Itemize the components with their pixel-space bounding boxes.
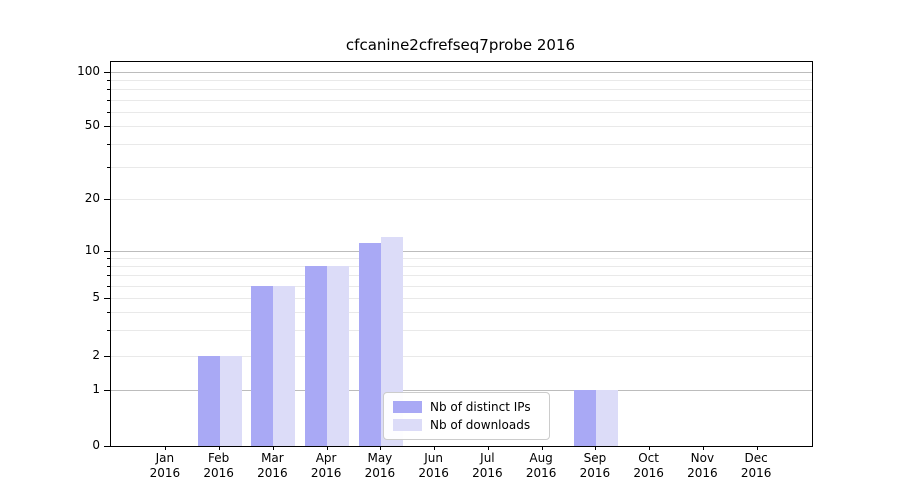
y-minor-tick-3 — [107, 330, 111, 332]
gridline-minor-9 — [111, 257, 812, 259]
legend-swatch-downloads — [393, 419, 422, 431]
y-minor-tick-4 — [107, 312, 111, 314]
bar-downloads-mar-2016 — [273, 285, 296, 446]
x-axis-tick-label-jul: Jul 2016 — [472, 451, 503, 480]
gridline-minor-20 — [111, 199, 812, 200]
gridline-major-100 — [111, 72, 812, 73]
x-tick-nov — [702, 446, 704, 450]
y-axis-labels: 0 1 2 5 10 20 50 100 — [0, 61, 100, 452]
x-tick-aug — [541, 446, 543, 450]
y-axis-tick-label-5: 5 — [92, 290, 100, 304]
gridline-minor-70 — [111, 99, 812, 101]
gridline-minor-90 — [111, 80, 812, 82]
y-tick-10 — [104, 250, 111, 252]
y-minor-tick-60 — [107, 111, 111, 113]
x-axis-tick-label-feb: Feb 2016 — [203, 451, 234, 480]
gridline-minor-40 — [111, 143, 812, 145]
gridline-major-10 — [111, 250, 812, 252]
y-tick-2 — [104, 356, 111, 357]
x-tick-dec — [756, 446, 758, 450]
y-minor-tick-70 — [107, 99, 111, 101]
gridline-minor-8 — [111, 265, 812, 267]
y-tick-0 — [104, 446, 111, 447]
gridline-minor-7 — [111, 274, 812, 276]
x-axis-tick-label-oct: Oct 2016 — [633, 451, 664, 480]
y-minor-tick-80 — [107, 89, 111, 91]
plot-area: Nb of distinct IPs Nb of downloads — [104, 61, 813, 450]
x-axis-tick-label-apr: Apr 2016 — [310, 451, 342, 480]
x-axis-tick-label-jun: Jun 2016 — [418, 451, 449, 480]
x-axis-labels: Jan 2016 Feb 2016 Mar 2016 Apr 2016 May 2016 Jun 20… — [110, 451, 811, 485]
bar-downloads-sep-2016 — [595, 390, 618, 446]
y-axis-tick-label-50: 50 — [84, 118, 100, 132]
x-tick-jun — [434, 446, 436, 450]
y-minor-tick-6 — [107, 285, 111, 287]
legend-swatch-distinct-ips — [393, 401, 422, 413]
y-minor-tick-30 — [107, 166, 111, 168]
x-tick-mar — [272, 446, 274, 450]
legend-label-downloads: Nb of downloads — [430, 418, 531, 432]
x-axis-tick-label-aug: Aug 2016 — [525, 451, 557, 480]
x-axis-tick-label-mar: Mar 2016 — [257, 451, 288, 480]
chart-title: cfcanine2cfrefseq7probe 2016 — [345, 36, 576, 54]
y-tick-20 — [104, 199, 111, 200]
x-tick-feb — [219, 446, 221, 450]
gridline-minor-3 — [111, 330, 812, 332]
gridline-minor-2 — [111, 356, 812, 357]
y-tick-100 — [104, 72, 111, 73]
y-axis-tick-label-2: 2 — [92, 348, 100, 362]
y-tick-5 — [104, 298, 111, 299]
legend: Nb of distinct IPs Nb of downloads — [383, 392, 550, 440]
x-axis-tick-label-may: May 2016 — [364, 451, 396, 480]
gridline-major-1 — [111, 390, 812, 391]
gridline-minor-4 — [111, 312, 812, 314]
x-tick-apr — [326, 446, 328, 450]
bar-distinct-ips-may-2016 — [358, 243, 381, 446]
y-axis-tick-label-20: 20 — [84, 191, 100, 205]
gridline-minor-80 — [111, 89, 812, 91]
x-axis-tick-label-dec: Dec 2016 — [740, 451, 772, 480]
y-tick-1 — [104, 390, 111, 391]
bar-downloads-apr-2016 — [327, 265, 350, 446]
bar-distinct-ips-sep-2016 — [573, 390, 596, 446]
bar-distinct-ips-feb-2016 — [197, 356, 220, 446]
gridline-minor-50 — [111, 126, 812, 127]
y-axis-tick-label-1: 1 — [92, 382, 100, 396]
y-minor-tick-90 — [107, 80, 111, 82]
y-minor-tick-9 — [107, 257, 111, 259]
bar-distinct-ips-apr-2016 — [305, 265, 328, 446]
legend-item-distinct-ips: Nb of distinct IPs — [393, 400, 541, 414]
y-axis-tick-label-100: 100 — [77, 64, 100, 78]
bar-downloads-feb-2016 — [219, 356, 242, 446]
gridline-minor-30 — [111, 166, 812, 168]
x-tick-jul — [487, 446, 489, 450]
x-tick-sep — [595, 446, 597, 450]
x-axis-tick-label-jan: Jan 2016 — [149, 451, 181, 480]
x-tick-jan — [165, 446, 167, 450]
legend-label-distinct-ips: Nb of distinct IPs — [430, 400, 531, 414]
gridline-minor-6 — [111, 285, 812, 287]
x-axis-tick-label-nov: Nov 2016 — [687, 451, 718, 480]
y-minor-tick-8 — [107, 265, 111, 267]
x-tick-oct — [649, 446, 651, 450]
y-minor-tick-7 — [107, 274, 111, 276]
y-axis-tick-label-10: 10 — [84, 242, 100, 257]
y-tick-50 — [104, 126, 111, 127]
gridline-minor-5 — [111, 298, 812, 299]
y-minor-tick-40 — [107, 143, 111, 145]
gridline-minor-60 — [111, 111, 812, 113]
y-axis-tick-label-0: 0 — [92, 438, 100, 452]
x-axis-tick-label-sep: Sep 2016 — [579, 451, 611, 480]
legend-item-downloads: Nb of downloads — [393, 418, 541, 432]
x-tick-may — [380, 446, 382, 450]
bar-distinct-ips-mar-2016 — [251, 285, 274, 446]
